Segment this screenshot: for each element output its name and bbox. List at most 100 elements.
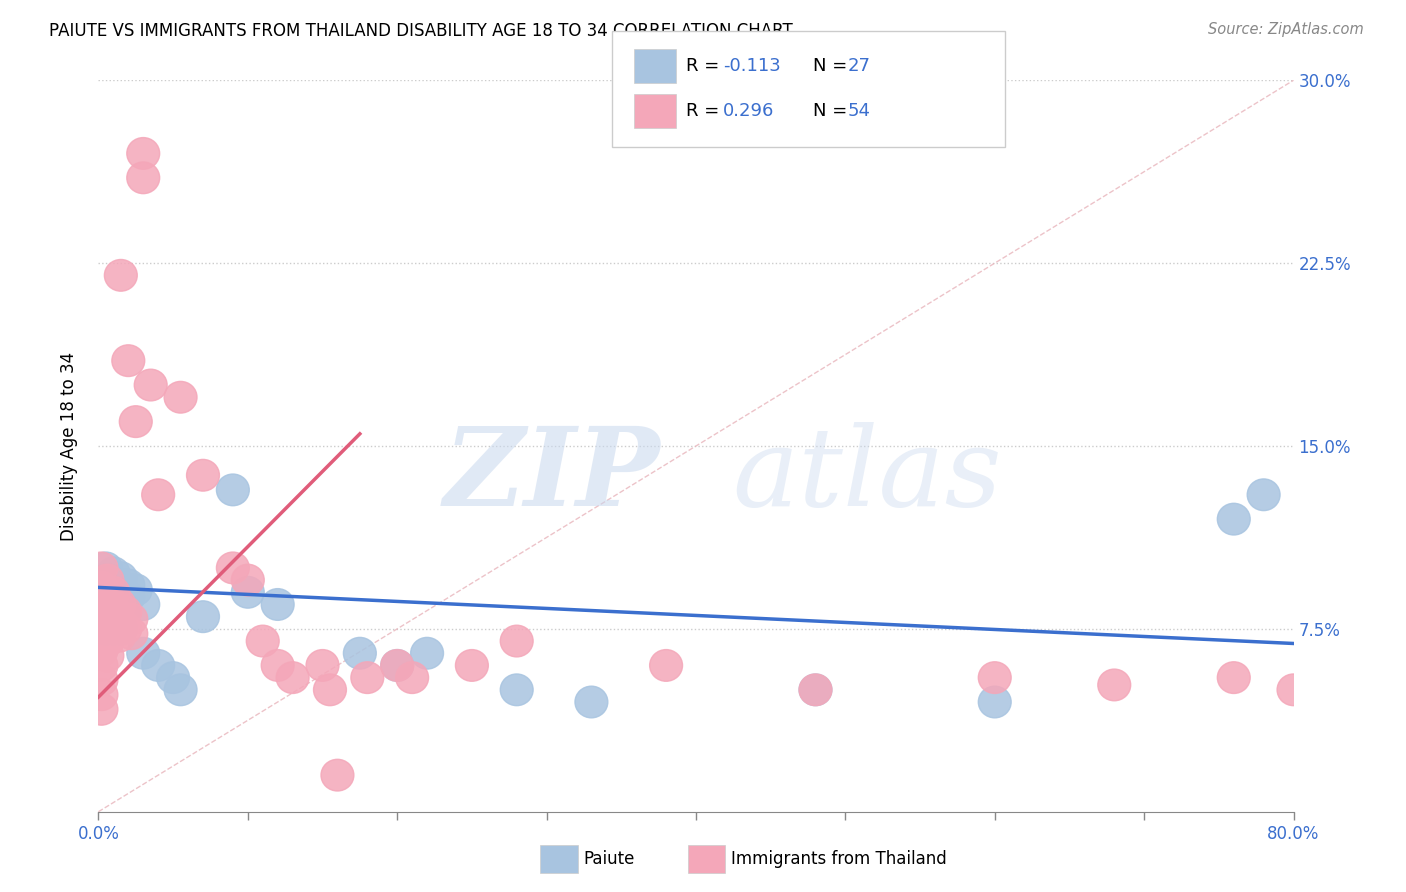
Ellipse shape [232,576,264,608]
Ellipse shape [97,608,129,640]
Ellipse shape [307,649,339,681]
Ellipse shape [262,649,294,681]
Ellipse shape [97,557,129,589]
Ellipse shape [108,613,142,645]
Ellipse shape [127,137,160,169]
Text: PAIUTE VS IMMIGRANTS FROM THAILAND DISABILITY AGE 18 TO 34 CORRELATION CHART: PAIUTE VS IMMIGRANTS FROM THAILAND DISAB… [49,22,793,40]
Ellipse shape [84,552,118,583]
Ellipse shape [395,662,429,693]
Ellipse shape [135,369,167,401]
Ellipse shape [84,635,118,666]
Text: 0.296: 0.296 [723,102,775,120]
Ellipse shape [246,625,280,657]
Ellipse shape [156,662,190,693]
Text: 27: 27 [848,57,870,75]
Y-axis label: Disability Age 18 to 34: Disability Age 18 to 34 [59,351,77,541]
Ellipse shape [142,649,174,681]
Ellipse shape [84,649,118,681]
Ellipse shape [381,649,413,681]
Ellipse shape [187,459,219,491]
Ellipse shape [1218,503,1250,535]
Ellipse shape [84,620,118,652]
Ellipse shape [84,693,118,725]
Ellipse shape [352,662,384,693]
Ellipse shape [104,613,138,645]
Text: Source: ZipAtlas.com: Source: ZipAtlas.com [1208,22,1364,37]
Text: 54: 54 [848,102,870,120]
Ellipse shape [97,613,129,645]
Ellipse shape [232,565,264,596]
Ellipse shape [1218,662,1250,693]
Ellipse shape [501,625,533,657]
Text: Immigrants from Thailand: Immigrants from Thailand [731,850,946,868]
Ellipse shape [381,649,413,681]
Ellipse shape [1247,479,1279,510]
Ellipse shape [103,606,136,638]
Ellipse shape [91,565,124,596]
Ellipse shape [127,162,160,194]
Ellipse shape [91,582,124,613]
Ellipse shape [343,638,377,669]
Text: Paiute: Paiute [583,850,636,868]
Ellipse shape [91,596,124,628]
Ellipse shape [97,582,129,613]
Ellipse shape [91,610,124,642]
Ellipse shape [104,586,138,618]
Ellipse shape [97,572,129,603]
Text: ZIP: ZIP [443,422,661,529]
Ellipse shape [217,552,249,583]
Ellipse shape [979,686,1011,718]
Ellipse shape [799,674,832,706]
Ellipse shape [108,596,142,628]
Ellipse shape [97,576,129,608]
Text: R =: R = [686,57,725,75]
Ellipse shape [650,649,682,681]
Ellipse shape [112,569,145,601]
Ellipse shape [115,603,148,635]
Ellipse shape [411,638,443,669]
Ellipse shape [90,613,122,645]
Ellipse shape [103,620,136,652]
Ellipse shape [104,260,138,291]
Ellipse shape [321,759,354,791]
Text: -0.113: -0.113 [723,57,780,75]
Ellipse shape [262,589,294,620]
Ellipse shape [97,593,129,625]
Ellipse shape [90,576,122,608]
Ellipse shape [84,665,118,696]
Ellipse shape [276,662,309,693]
Ellipse shape [90,565,122,596]
Text: R =: R = [686,102,725,120]
Ellipse shape [979,662,1011,693]
Ellipse shape [104,562,138,593]
Ellipse shape [456,649,488,681]
Ellipse shape [142,479,174,510]
Ellipse shape [1277,674,1310,706]
Ellipse shape [217,474,249,506]
Text: N =: N = [813,102,852,120]
Ellipse shape [165,382,197,413]
Ellipse shape [120,574,152,606]
Ellipse shape [84,679,118,711]
Ellipse shape [115,618,148,649]
Text: atlas: atlas [733,422,1001,529]
Ellipse shape [575,686,607,718]
Ellipse shape [84,589,118,620]
Ellipse shape [127,589,160,620]
Ellipse shape [799,674,832,706]
Ellipse shape [91,640,124,672]
Ellipse shape [84,606,118,638]
Ellipse shape [104,576,138,608]
Ellipse shape [90,552,122,583]
Ellipse shape [91,625,124,657]
Ellipse shape [90,589,122,620]
Ellipse shape [165,674,197,706]
Ellipse shape [127,638,160,669]
Ellipse shape [314,674,346,706]
Ellipse shape [112,582,145,613]
Ellipse shape [187,601,219,632]
Ellipse shape [501,674,533,706]
Ellipse shape [112,345,145,376]
Ellipse shape [84,572,118,603]
Text: N =: N = [813,57,852,75]
